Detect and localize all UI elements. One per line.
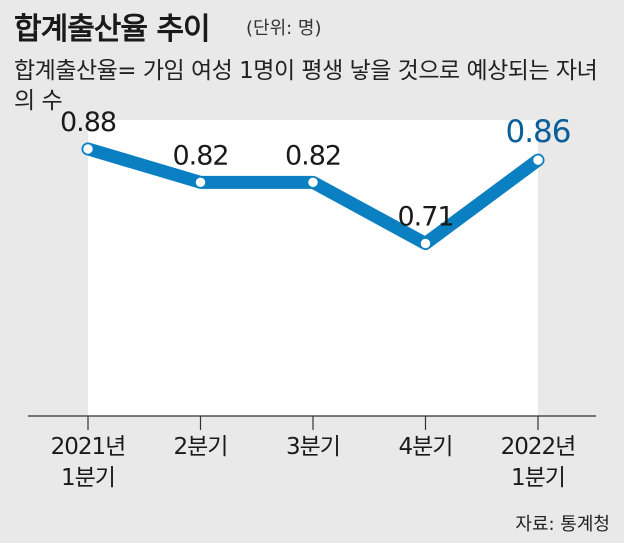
source-label: 자료: 통계청 <box>515 514 610 535</box>
data-label: 0.82 <box>285 140 341 171</box>
x-tick-label: 2022년 <box>501 434 576 460</box>
chart-subtitle: 합계출산율= 가임 여성 1명이 평생 낳을 것으로 예상되는 자녀의 수 <box>14 58 598 114</box>
data-point <box>419 237 432 250</box>
x-tick-label: 3분기 <box>286 434 340 460</box>
x-tick-label: 1분기 <box>61 465 115 491</box>
x-tick-label: 2분기 <box>174 434 228 460</box>
data-label: 0.71 <box>397 202 453 233</box>
data-point <box>306 176 320 189</box>
x-tick-label: 1분기 <box>511 465 565 491</box>
data-label: 0.82 <box>172 140 228 171</box>
x-tick-label: 2021년 <box>51 434 126 460</box>
unit-label: (단위: 명) <box>246 18 322 39</box>
data-label: 0.86 <box>505 114 570 150</box>
data-point <box>531 153 545 167</box>
chart-title: 합계출산율 추이 <box>14 12 211 47</box>
data-label: 0.88 <box>60 107 116 138</box>
data-point <box>81 142 95 156</box>
x-tick-label: 4분기 <box>399 434 453 460</box>
data-point <box>194 176 207 189</box>
